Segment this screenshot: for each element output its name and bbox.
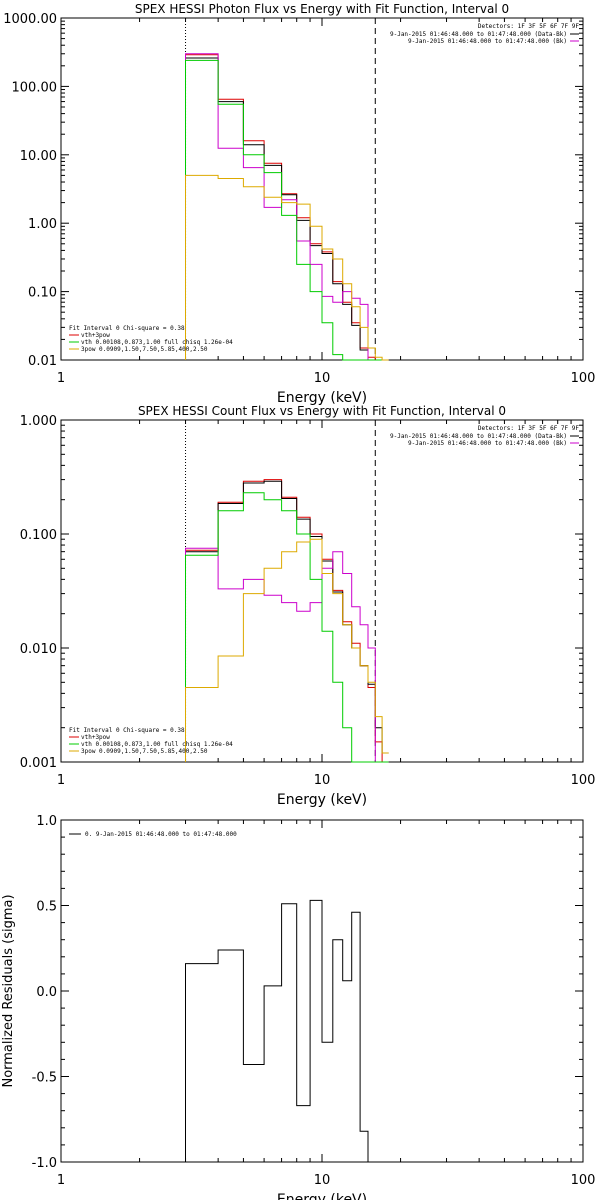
y-tick-label: 0.10: [28, 286, 57, 301]
y-axis-label-resid: Normalized Residuals (sigma): [1, 894, 16, 1087]
fit-legend-entry: vth 0.00108,0.873,1.00 full chisq 1.26e-…: [81, 741, 233, 748]
fit-legend-title: Fit Interval 0 Chi-square = 0.38: [69, 727, 185, 734]
y-tick-label: 0.001: [20, 756, 57, 771]
y-tick-label: 0.0: [36, 985, 57, 1000]
y-tick-label: -1.0: [32, 1156, 57, 1171]
fit-legend-entry: 3pow 0.0909,1.50,7.50,5.85,400,2.50: [81, 748, 208, 755]
histogram-series-resid-0: [185, 899, 376, 1163]
detectors-label: Detectors: 1F 3F 5F 6F 7F 9F: [478, 23, 580, 30]
histogram-series-photon-2: [185, 53, 389, 361]
x-axis-label-count: Energy (keV): [277, 792, 367, 808]
x-axis-label-resid: Energy (keV): [277, 1192, 367, 1200]
histogram-series-count-4: [185, 538, 389, 762]
histogram-series-count-1: [185, 480, 389, 762]
y-tick-label: 0.100: [20, 528, 57, 543]
fit-legend-entry: vth+3pow: [81, 332, 110, 339]
x-tick-label: 1: [57, 773, 65, 788]
histogram-series-count-3: [185, 492, 389, 763]
legend-right-entry: 9-Jan-2015 01:46:48.000 to 01:47:48.000 …: [408, 440, 567, 447]
y-tick-label: 0.5: [36, 900, 57, 915]
x-axis-label-photon: Energy (keV): [277, 390, 367, 406]
fit-legend-entry: vth 0.00108,0.873,1.00 full chisq 1.26e-…: [81, 339, 233, 346]
x-tick-label: 1: [57, 371, 65, 386]
x-tick-label: 1: [57, 1173, 65, 1188]
histogram-series-photon-4: [185, 174, 389, 361]
histogram-series-photon-3: [185, 59, 389, 361]
y-tick-label: -0.5: [32, 1071, 57, 1086]
legend-right-entry: 9-Jan-2015 01:46:48.000 to 01:47:48.000 …: [408, 38, 567, 45]
x-tick-label: 10: [314, 773, 331, 788]
x-tick-label: 10: [314, 371, 331, 386]
y-tick-label: 10.00: [20, 149, 57, 164]
fit-legend-entry: 3pow 0.0909,1.50,7.50,5.85,400,2.50: [81, 346, 208, 353]
detectors-label: Detectors: 1F 3F 5F 6F 7F 9F: [478, 425, 580, 432]
y-tick-label: 1.0: [36, 814, 57, 829]
y-tick-label: 1000.00: [3, 12, 57, 27]
y-tick-label: 100.00: [12, 80, 58, 95]
fit-legend-title: Fit Interval 0 Chi-square = 0.38: [69, 325, 185, 332]
chart-title-photon: SPEX HESSI Photon Flux vs Energy with Fi…: [135, 2, 509, 16]
y-tick-label: 1.00: [28, 217, 57, 232]
x-tick-label: 100: [571, 1173, 596, 1188]
legend-right-entry: 9-Jan-2015 01:46:48.000 to 01:47:48.000 …: [390, 433, 567, 440]
y-tick-label: 0.01: [28, 354, 57, 369]
fit-legend-entry: vth+3pow: [81, 734, 110, 741]
y-tick-label: 0.010: [20, 642, 57, 657]
x-tick-label: 10: [314, 1173, 331, 1188]
x-tick-label: 100: [571, 773, 596, 788]
histogram-series-count-2: [185, 547, 389, 763]
x-tick-label: 100: [571, 371, 596, 386]
legend-right-entry: 9-Jan-2015 01:46:48.000 to 01:47:48.000 …: [390, 31, 567, 38]
histogram-series-photon-0: [185, 54, 389, 361]
chart-title-count: SPEX HESSI Count Flux vs Energy with Fit…: [138, 404, 506, 418]
legend-header: 0. 9-Jan-2015 01:46:48.000 to 01:47:48.0…: [85, 831, 237, 838]
histogram-series-count-0: [185, 479, 389, 763]
histogram-series-photon-1: [185, 57, 389, 361]
y-tick-label: 1.000: [20, 414, 57, 429]
